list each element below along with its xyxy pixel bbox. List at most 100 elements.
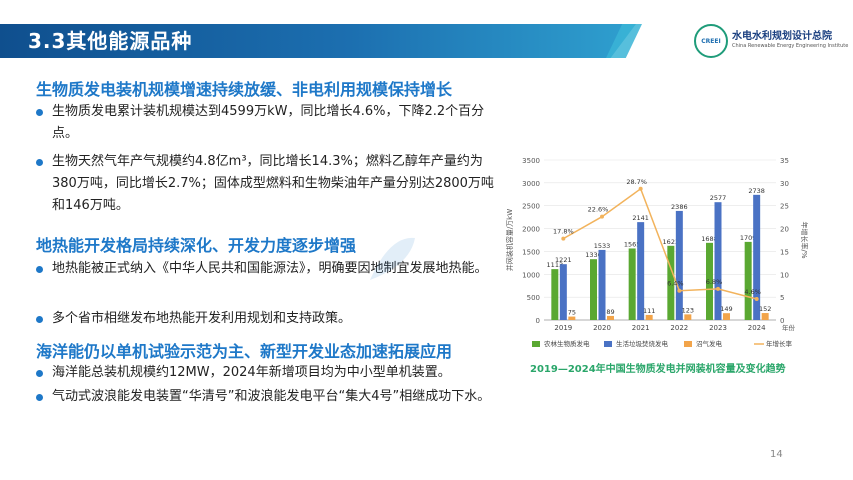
bullet-text: 生物质发电累计装机规模达到4599万kW，同比增长4.6%，下降2.2个百分点。 — [52, 104, 485, 141]
bar — [723, 313, 730, 320]
decorative-leaf-icon — [370, 237, 415, 280]
logo-name-en: China Renewable Energy Engineering Insti… — [732, 43, 849, 49]
bar — [551, 269, 559, 320]
legend-label: 农林生物质发电 — [544, 339, 590, 348]
bullet-dot-icon — [36, 394, 43, 401]
bar-data-label: 152 — [759, 305, 771, 313]
growth-rate-label: 22.6% — [588, 206, 609, 214]
x-tick-label: 2019 — [554, 324, 572, 332]
bullet-dot-icon — [36, 370, 43, 377]
bullet-dot-icon — [36, 316, 43, 323]
bar-data-label: 2141 — [632, 214, 649, 222]
x-tick-label: 2022 — [670, 324, 688, 332]
y-tick-label-right: 20 — [780, 226, 789, 234]
bullet-text: 海洋能总装机规模约12MW，2024年新增项目均为中小型单机装置。 — [52, 365, 451, 380]
bullet-text: 气动式波浪能发电装置“华清号”和波浪能发电平台“集大4号”相继成功下水。 — [52, 389, 491, 404]
biomass-capacity-chart: 0 500 1000 1500 2000 2500 3000 3500 0 5 10 15 20 25 30… — [505, 157, 809, 348]
bullet-dot-icon — [36, 109, 43, 116]
bullet-item: 地热能被正式纳入《中华人民共和国能源法》，明确要因地制宜发展地热能。 — [36, 258, 496, 280]
bar-data-label: 2386 — [671, 203, 688, 211]
page-number: 14 — [770, 449, 783, 460]
bullet-dot-icon — [36, 266, 43, 273]
y-tick-label-left: 3500 — [522, 157, 540, 165]
bar-data-label: 2738 — [748, 187, 765, 195]
bar — [559, 264, 567, 320]
section-heading-ocean: 海洋能仍以单机试验示范为主、新型开发业态加速拓展应用 — [36, 342, 453, 361]
bullet-item: 生物天然气年产气规模约4.8亿m³，同比增长14.3%；燃料乙醇年产量约为380… — [36, 151, 496, 217]
y-tick-label-left: 500 — [527, 294, 540, 302]
growth-rate-point — [638, 186, 643, 191]
y-tick-label-right: 25 — [780, 203, 789, 211]
legend-label: 年增长率 — [766, 339, 793, 348]
y-axis-label-left: 并网装机容量/万kW — [505, 209, 514, 271]
bar — [637, 222, 645, 320]
bar — [744, 241, 752, 320]
growth-rate-label: 28.7% — [626, 178, 647, 186]
growth-rate-point — [754, 296, 759, 301]
bar — [684, 314, 692, 320]
y-tick-label-right: 5 — [780, 294, 784, 302]
growth-rate-label: 17.8% — [553, 228, 574, 236]
bar — [590, 259, 597, 320]
bar-data-label: 2577 — [710, 194, 727, 202]
bar-data-label: 1709 — [740, 234, 757, 242]
bar-data-label: 1113 — [547, 261, 564, 269]
y-tick-label-right: 0 — [780, 317, 784, 325]
bar-data-label: 75 — [568, 309, 576, 317]
bullet-item: 生物质发电累计装机规模达到4599万kW，同比增长4.6%，下降2.2个百分点。 — [36, 101, 496, 145]
y-tick-label-right: 15 — [780, 248, 789, 256]
x-tick-label: 2021 — [632, 324, 650, 332]
bar — [598, 249, 606, 320]
growth-rate-label: 6.8% — [706, 278, 723, 286]
bar-data-label: 123 — [682, 306, 694, 314]
y-tick-label-left: 3000 — [522, 180, 540, 188]
logo-mark: CREEI — [694, 24, 728, 58]
growth-rate-line — [562, 187, 757, 300]
y-tick-label-left: 1000 — [522, 271, 540, 279]
chart-caption: 2019—2024年中国生物质发电并网装机容量及变化趋势 — [530, 364, 786, 375]
bar — [645, 314, 653, 320]
section-heading-biomass: 生物质发电装机规模增速持续放缓、非电利用规模保持增长 — [36, 80, 453, 99]
growth-rate-label: 6.4% — [667, 280, 684, 288]
header-band — [0, 24, 636, 58]
legend-label: 沼气发电 — [696, 339, 723, 348]
y-tick-label-left: 2000 — [522, 226, 540, 234]
institute-logo: CREEI 水电水利规划设计总院 China Renewable Energy … — [694, 24, 848, 60]
bar-data-label: 111 — [643, 307, 655, 315]
legend-swatch — [684, 341, 692, 347]
bar — [628, 248, 636, 320]
y-tick-label-right: 35 — [780, 157, 789, 165]
bullet-dot-icon — [36, 159, 43, 166]
bar-data-label: 1565 — [624, 240, 641, 248]
bullet-text: 生物天然气年产气规模约4.8亿m³，同比增长14.3%；燃料乙醇年产量约为380… — [52, 154, 494, 213]
bar-data-label: 89 — [606, 308, 614, 316]
growth-rate-point — [677, 288, 682, 293]
bullet-text: 地热能被正式纳入《中华人民共和国能源法》，明确要因地制宜发展地热能。 — [52, 261, 488, 276]
bullet-item: 气动式波浪能发电装置“华清号”和波浪能发电平台“集大4号”相继成功下水。 — [36, 386, 496, 408]
bar — [706, 242, 713, 320]
bar-data-label: 1533 — [594, 242, 611, 250]
legend-swatch — [604, 341, 612, 347]
x-axis-unit: 年份 — [782, 323, 796, 332]
bar — [714, 202, 722, 320]
bar-data-label: 149 — [720, 305, 732, 313]
x-tick-label: 2023 — [709, 324, 727, 332]
bar — [675, 210, 683, 320]
growth-rate-point — [561, 236, 566, 241]
y-tick-label-left: 2500 — [522, 203, 540, 211]
bar — [607, 315, 614, 320]
bullet-item: 多个省市相继发布地热能开发利用规划和支持政策。 — [36, 308, 496, 330]
y-tick-label-right: 30 — [780, 180, 789, 188]
logo-name-cn: 水电水利规划设计总院 — [732, 31, 832, 42]
x-tick-label: 2024 — [748, 324, 766, 332]
y-tick-label-left: 0 — [536, 317, 540, 325]
bar — [667, 245, 675, 320]
growth-rate-point — [600, 214, 604, 219]
bar — [753, 194, 761, 320]
legend-swatch — [532, 341, 540, 347]
y-tick-label-right: 10 — [780, 271, 789, 279]
y-tick-label-left: 1500 — [522, 248, 540, 256]
bullet-text: 多个省市相继发布地热能开发利用规划和支持政策。 — [52, 311, 352, 326]
growth-rate-label: 4.6% — [744, 288, 761, 296]
